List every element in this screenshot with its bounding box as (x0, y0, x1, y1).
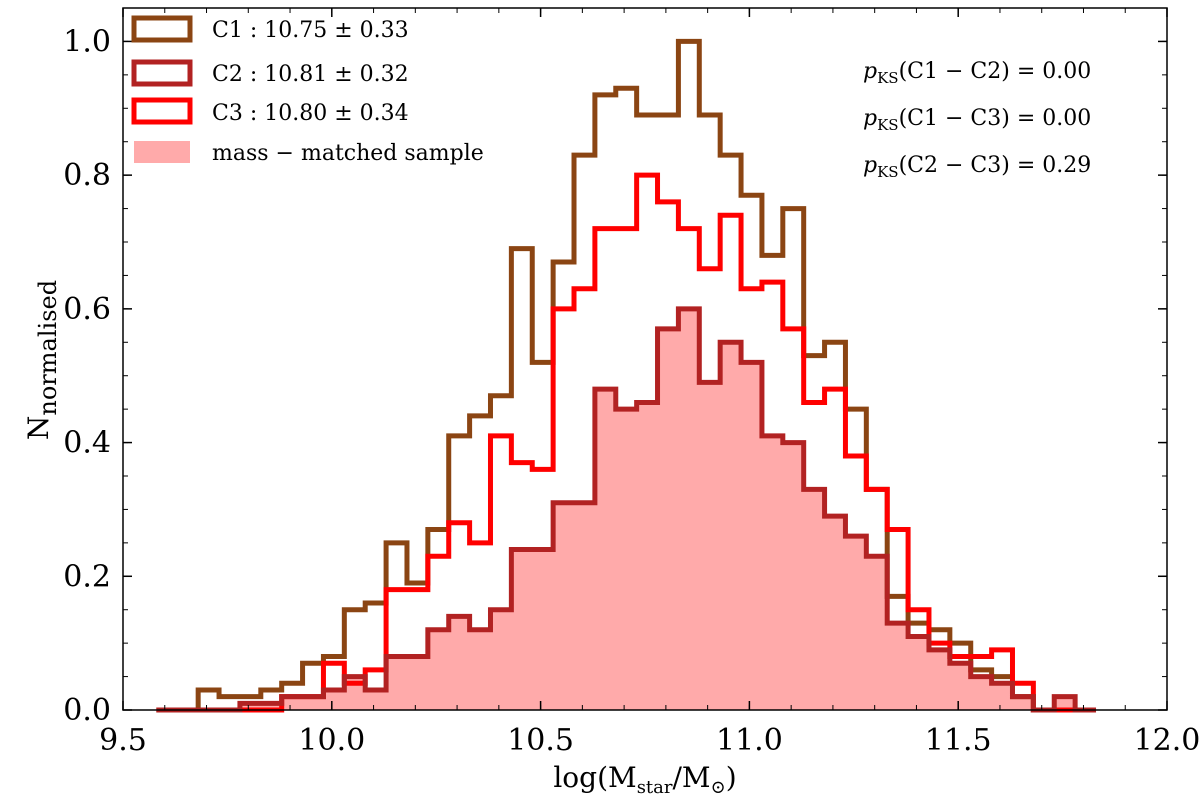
x-axis-label-sub2: ⊙ (711, 777, 726, 798)
y-tick-label: 0.2 (63, 559, 111, 594)
legend-swatch-mass-matched (134, 141, 190, 163)
ks-text: (C1 − C2) = 0.00 (899, 59, 1092, 84)
ks-annotations: pKS(C1 − C2) = 0.00 pKS(C1 − C3) = 0.00 … (863, 59, 1091, 181)
ticks-layer: 9.5 10.0 10.5 11.0 11.5 12.0 0.0 0.2 0.4 0.6 0.8 1.… (63, 7, 1200, 758)
legend-swatch-c2 (131, 59, 193, 87)
x-tick-label: 12.0 (1134, 723, 1200, 758)
x-axis-label-end: ) (726, 761, 737, 794)
ks-prefix: p (863, 106, 877, 131)
y-tick-label: 0.8 (63, 158, 111, 193)
ks-prefix: p (863, 153, 877, 178)
y-tick-label: 0.4 (63, 426, 111, 461)
x-tick-label: 11.5 (925, 723, 992, 758)
ks-sub: KS (877, 69, 898, 87)
plot-frame (122, 7, 1168, 711)
svg-text:Nnormalised: Nnormalised (22, 280, 62, 440)
ks-annotation-c2-c3: pKS(C2 − C3) = 0.29 (863, 153, 1091, 181)
legend-label-c1: C1 : 10.75 ± 0.33 (212, 18, 409, 43)
y-tick-label: 0.0 (63, 693, 111, 728)
legend: C1 : 10.75 ± 0.33 C2 : 10.81 ± 0.32 C3 :… (131, 15, 484, 166)
x-tick-label: 11.0 (716, 723, 783, 758)
y-axis-label: Nnormalised (22, 280, 62, 440)
x-tick-label: 10.5 (507, 723, 574, 758)
ks-annotation-c1-c2: pKS(C1 − C2) = 0.00 (863, 59, 1091, 87)
legend-swatch-c1 (131, 15, 193, 43)
x-axis-label: log(Mstar/M⊙) (553, 761, 736, 798)
legend-label-mass-matched: mass − matched sample (212, 141, 484, 166)
ks-text: (C2 − C3) = 0.29 (899, 153, 1092, 178)
x-axis-label-main: log(M (553, 761, 636, 794)
ks-text: (C1 − C3) = 0.00 (899, 106, 1092, 131)
x-axis-label-sub1: star (637, 777, 673, 798)
y-axis-label-sub: normalised (34, 280, 62, 416)
ks-sub: KS (877, 163, 898, 181)
legend-label-c2: C2 : 10.81 ± 0.32 (212, 62, 409, 87)
x-tick-label: 9.5 (99, 723, 147, 758)
series-filled-mass-matched (156, 308, 1097, 710)
y-tick-label: 1.0 (63, 24, 111, 59)
ks-annotation-c1-c3: pKS(C1 − C3) = 0.00 (863, 106, 1091, 134)
series-step-c2 (156, 306, 1097, 713)
x-axis-label-mid: /M (673, 761, 711, 794)
legend-label-c3: C3 : 10.80 ± 0.34 (212, 101, 409, 126)
y-tick-label: 0.6 (63, 292, 111, 327)
x-tick-label: 10.0 (298, 723, 365, 758)
ks-prefix: p (863, 59, 877, 84)
legend-swatch-c3 (131, 97, 193, 125)
filled-series-layer (156, 308, 1097, 710)
ks-sub: KS (877, 116, 898, 134)
y-axis-label-main: N (22, 416, 55, 441)
step-series-layer (156, 38, 1097, 713)
